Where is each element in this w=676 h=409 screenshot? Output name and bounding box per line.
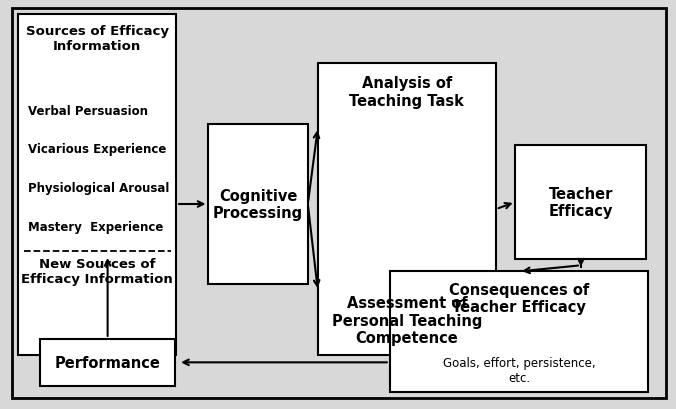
Bar <box>515 145 646 260</box>
Text: Verbal Persuasion: Verbal Persuasion <box>28 104 148 117</box>
Text: Sources of Efficacy
Information: Sources of Efficacy Information <box>26 25 169 53</box>
Bar <box>18 15 176 355</box>
Text: Consequences of
Teacher Efficacy: Consequences of Teacher Efficacy <box>449 282 589 314</box>
Text: Analysis of
Teaching Task: Analysis of Teaching Task <box>349 76 464 108</box>
Text: Performance: Performance <box>55 355 161 370</box>
Bar <box>390 272 648 392</box>
Text: Assessment of
Personal Teaching
Competence: Assessment of Personal Teaching Competen… <box>332 295 482 345</box>
Bar <box>41 339 175 386</box>
Text: Goals, effort, persistence,
etc.: Goals, effort, persistence, etc. <box>443 356 596 384</box>
Text: New Sources of
Efficacy Information: New Sources of Efficacy Information <box>22 258 173 285</box>
Text: Mastery  Experience: Mastery Experience <box>28 220 164 234</box>
Text: Vicarious Experience: Vicarious Experience <box>28 143 167 156</box>
Text: Teacher
Efficacy: Teacher Efficacy <box>549 187 613 219</box>
Text: Physiological Arousal: Physiological Arousal <box>28 182 170 195</box>
Text: Cognitive
Processing: Cognitive Processing <box>213 188 303 221</box>
Bar <box>318 64 496 355</box>
Bar <box>208 125 308 284</box>
